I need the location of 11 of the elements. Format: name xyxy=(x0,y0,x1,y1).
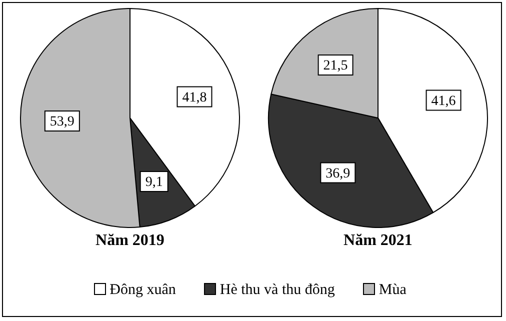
data-label: 53,9 xyxy=(50,114,74,130)
data-label: 36,9 xyxy=(326,166,350,182)
legend-label: Hè thu và thu đông xyxy=(218,282,335,299)
legend-label: Đông xuân xyxy=(108,282,176,299)
legend-label: Mùa xyxy=(378,282,406,299)
text: Năm 2021 xyxy=(342,232,414,250)
data-label: 41,8 xyxy=(182,90,207,106)
data-label: 41,6 xyxy=(431,94,456,109)
text: Năm 2019 xyxy=(94,232,166,250)
data-label: 21,5 xyxy=(323,58,348,74)
data-label: 9,1 xyxy=(145,175,163,190)
